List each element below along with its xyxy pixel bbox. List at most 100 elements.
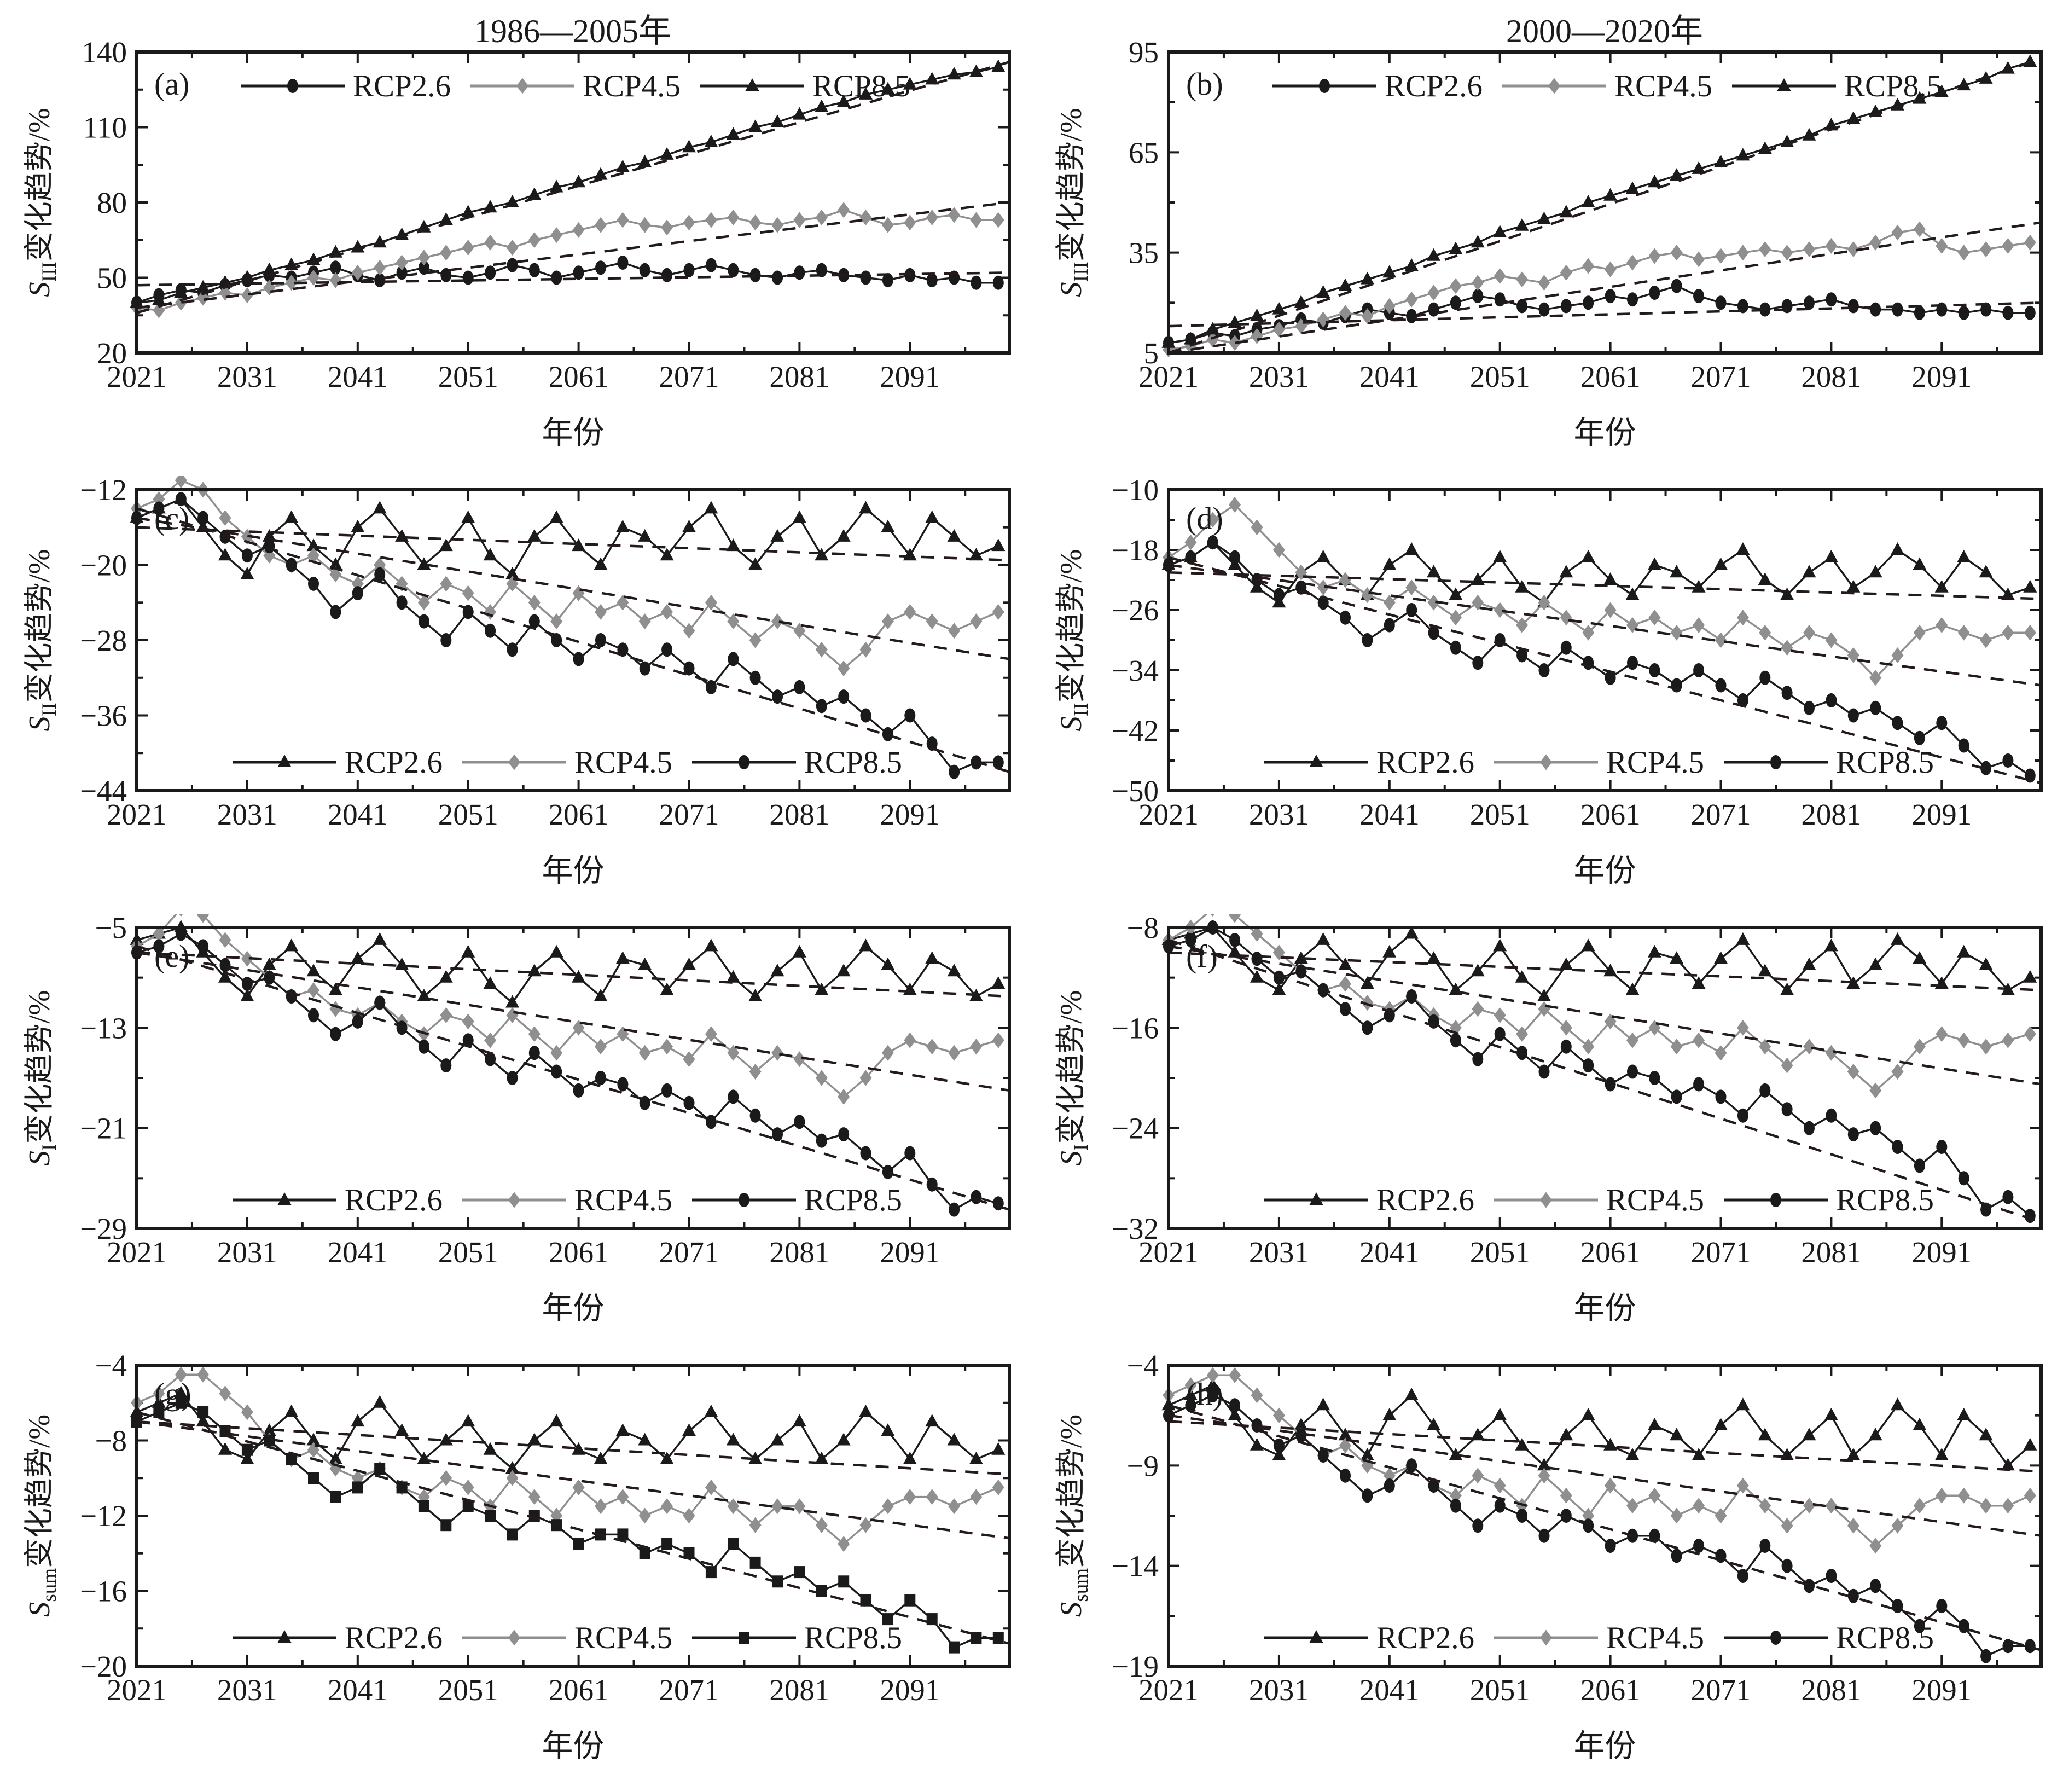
triangle-marker bbox=[660, 982, 674, 995]
diamond-marker bbox=[1339, 572, 1351, 588]
diamond-marker bbox=[1449, 1487, 1462, 1504]
triangle-marker bbox=[1758, 1428, 1772, 1441]
legend: RCP2.6 RCP4.5 RCP8.5 bbox=[233, 1621, 902, 1655]
diamond-marker bbox=[1736, 1477, 1749, 1494]
legend-label-RCP8.5: RCP8.5 bbox=[1836, 1183, 1934, 1217]
triangle-marker bbox=[1934, 579, 1949, 593]
triangle-marker bbox=[1404, 1388, 1419, 1400]
x-tick-label: 2041 bbox=[1359, 1236, 1420, 1269]
diamond-marker bbox=[1869, 670, 1882, 686]
triangle-marker bbox=[1449, 1448, 1463, 1460]
circle-marker bbox=[573, 652, 584, 666]
circle-marker bbox=[1273, 1438, 1285, 1453]
panel-c: 2021 2031 2041 2051 2061 2071 2081 2091 −44 −36 −2… bbox=[0, 472, 1031, 914]
triangle-marker bbox=[1537, 989, 1551, 1001]
square-marker bbox=[794, 1566, 805, 1579]
triangle-marker bbox=[1250, 308, 1264, 321]
panel-label: (g) bbox=[154, 1376, 191, 1412]
circle-marker bbox=[816, 1133, 827, 1148]
diamond-marker bbox=[1516, 1026, 1529, 1042]
diamond-marker bbox=[749, 632, 762, 648]
triangle-marker bbox=[1537, 211, 1551, 224]
circle-marker bbox=[1207, 535, 1218, 550]
triangle-marker bbox=[682, 519, 696, 532]
x-tick-label: 2061 bbox=[549, 360, 609, 393]
triangle-marker bbox=[682, 140, 696, 153]
circle-marker bbox=[197, 511, 209, 525]
square-marker bbox=[705, 1566, 717, 1579]
circle-marker bbox=[1583, 295, 1594, 310]
diamond-marker bbox=[926, 1489, 938, 1505]
triangle-marker bbox=[1957, 1407, 1971, 1420]
triangle-marker bbox=[1979, 565, 1993, 578]
circle-marker bbox=[1560, 1039, 1572, 1054]
diamond-marker bbox=[859, 1517, 872, 1533]
triangle-marker bbox=[1559, 1428, 1573, 1441]
x-tick-label: 2071 bbox=[1690, 1236, 1751, 1269]
circle-marker bbox=[1516, 1046, 1528, 1060]
y-tick-label: −19 bbox=[1112, 1650, 1159, 1683]
diamond-marker bbox=[838, 1088, 850, 1105]
diamond-marker bbox=[351, 1470, 364, 1486]
diamond-marker bbox=[175, 1366, 187, 1383]
circle-marker bbox=[816, 699, 827, 714]
triangle-marker bbox=[1736, 932, 1750, 945]
diamond-marker bbox=[1913, 624, 1926, 641]
diamond-marker bbox=[1693, 617, 1705, 633]
diamond-marker bbox=[506, 1470, 519, 1486]
circle-marker bbox=[838, 1127, 850, 1142]
circle-marker bbox=[683, 263, 695, 277]
circle-marker bbox=[1273, 588, 1285, 602]
triangle-marker bbox=[615, 519, 630, 532]
diamond-marker bbox=[462, 1013, 474, 1030]
diamond-marker bbox=[595, 217, 607, 233]
triangle-marker bbox=[1692, 161, 1706, 174]
triangle-marker bbox=[505, 995, 519, 1008]
circle-marker bbox=[1450, 640, 1461, 655]
circle-marker bbox=[1649, 286, 1660, 300]
circle-marker bbox=[1715, 295, 1727, 310]
triangle-marker bbox=[1471, 1428, 1485, 1441]
circle-marker bbox=[197, 939, 209, 954]
triangle-marker bbox=[1360, 976, 1374, 989]
diamond-marker bbox=[1957, 1487, 1970, 1504]
diamond-marker bbox=[197, 1366, 210, 1383]
triangle-marker bbox=[395, 529, 409, 542]
legend: RCP2.6 RCP4.5 RCP8.5 bbox=[1264, 1621, 1934, 1655]
triangle-marker bbox=[1913, 951, 1927, 964]
diamond-marker bbox=[1339, 1437, 1351, 1454]
square-marker bbox=[286, 1453, 297, 1465]
legend: RCP2.6 RCP4.5 RCP8.5 bbox=[233, 745, 902, 780]
diamond-marker bbox=[484, 234, 497, 251]
diamond-marker bbox=[1936, 1487, 1948, 1504]
y-tick-label: 20 bbox=[97, 337, 127, 370]
diamond-marker bbox=[727, 1045, 740, 1061]
diamond-marker bbox=[1582, 258, 1595, 274]
square-marker bbox=[153, 1406, 165, 1418]
circle-marker bbox=[1770, 755, 1781, 769]
diamond-marker bbox=[1405, 579, 1418, 596]
legend-label-RCP2.6: RCP2.6 bbox=[345, 1621, 443, 1655]
diamond-marker bbox=[1957, 245, 1970, 261]
x-tick-label: 2041 bbox=[1359, 798, 1420, 831]
diamond-marker bbox=[440, 1007, 452, 1023]
panel-label: (f) bbox=[1186, 938, 1218, 974]
series-RCP8.5 bbox=[131, 1396, 1004, 1654]
circle-marker bbox=[1804, 1121, 1815, 1135]
diamond-marker bbox=[550, 613, 563, 630]
triangle-marker bbox=[859, 938, 873, 952]
triangle-marker bbox=[439, 1433, 453, 1446]
circle-marker bbox=[595, 1071, 606, 1085]
circle-marker bbox=[1759, 302, 1771, 317]
circle-marker bbox=[1693, 663, 1705, 677]
series-RCP2.6 bbox=[1161, 1377, 2037, 1471]
diamond-marker bbox=[771, 1045, 783, 1061]
y-tick-label: −16 bbox=[1112, 1011, 1159, 1045]
circle-marker bbox=[1516, 1509, 1528, 1523]
y-tick-label: −36 bbox=[80, 699, 127, 733]
diamond-marker bbox=[948, 207, 961, 223]
circle-marker bbox=[1605, 1539, 1616, 1553]
circle-marker bbox=[1847, 1127, 1859, 1142]
diamond-marker bbox=[1825, 1498, 1838, 1514]
trend-line-RCP8.5 bbox=[1168, 938, 2042, 1223]
